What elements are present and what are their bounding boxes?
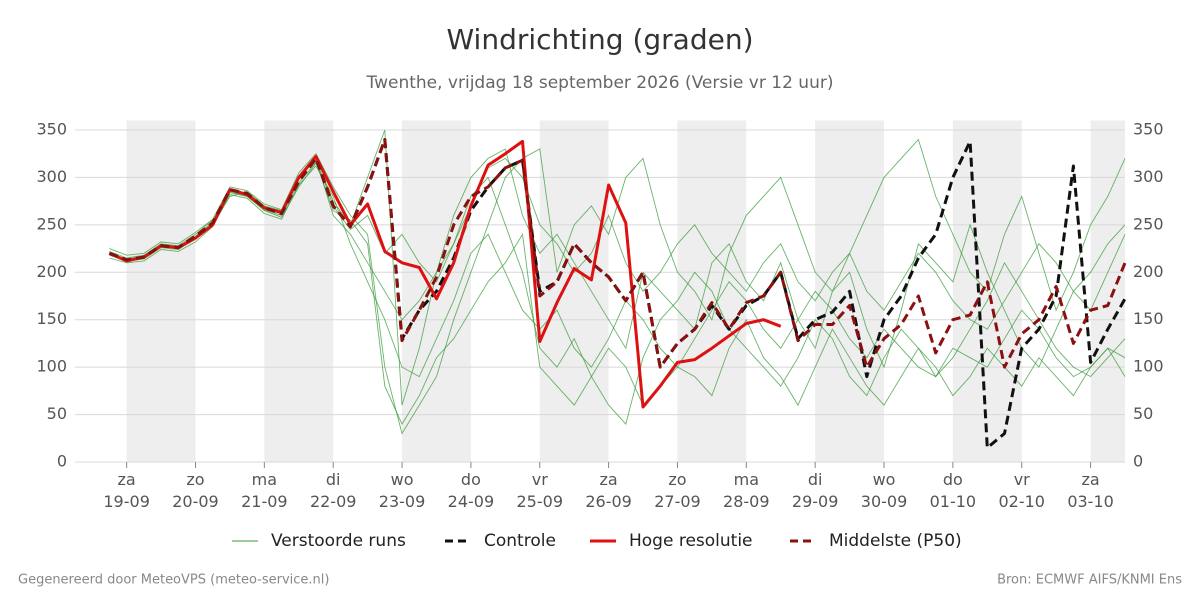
y-tick-label: 100	[36, 357, 67, 376]
ensemble-line	[109, 161, 1126, 426]
y-tick-label: 250	[36, 214, 67, 233]
y2-tick-label: 200	[1133, 262, 1164, 281]
day-band	[126, 120, 196, 462]
x-tick-label: zo 27-09	[654, 470, 701, 511]
x-tick-label: wo 30-09	[861, 470, 908, 511]
y-tick-label: 350	[36, 119, 67, 138]
y2-tick-label: 350	[1133, 119, 1164, 138]
ensemble-line	[109, 129, 1126, 406]
legend-label: Controle	[484, 531, 556, 551]
legend-label: Hoge resolutie	[629, 531, 753, 551]
x-tick-label: zo 20-09	[172, 470, 219, 511]
x-tick-label: di 29-09	[792, 470, 839, 511]
legend-label: Middelste (P50)	[829, 531, 962, 551]
y2-tick-label: 150	[1133, 309, 1164, 328]
chart-title: Windrichting (graden)	[446, 23, 753, 56]
y2-tick-label: 50	[1133, 404, 1153, 423]
x-tick-label: di 22-09	[310, 470, 357, 511]
y2-tick-label: 0	[1133, 452, 1143, 471]
day-band	[539, 120, 609, 462]
x-tick-label: ma 28-09	[723, 470, 770, 511]
ensemble-line	[109, 159, 1126, 426]
x-tick-label: vr 25-09	[517, 470, 564, 511]
y-tick-label: 150	[36, 309, 67, 328]
y2-tick-label: 250	[1133, 214, 1164, 233]
x-tick-label: za 19-09	[103, 470, 150, 511]
y2-tick-label: 300	[1133, 167, 1164, 186]
ensemble-line	[109, 165, 1126, 378]
y-tick-label: 300	[36, 167, 67, 186]
y-tick-label: 0	[57, 452, 67, 471]
footer-right: Bron: ECMWF AIFS/KNMI Ens	[997, 573, 1182, 588]
x-tick-label: ma 21-09	[241, 470, 288, 511]
y-tick-label: 50	[47, 404, 67, 423]
day-band	[1090, 120, 1125, 462]
chart-subtitle: Twenthe, vrijdag 18 september 2026 (Vers…	[366, 73, 834, 93]
footer-left: Gegenereerd door MeteoVPS (meteo-service…	[18, 573, 329, 588]
y-tick-label: 200	[36, 262, 67, 281]
series-line	[108, 138, 1127, 369]
x-tick-label: za 26-09	[585, 470, 632, 511]
x-tick-label: do 01-10	[930, 470, 977, 511]
x-tick-label: do 24-09	[448, 470, 495, 511]
legend-label: Verstoorde runs	[271, 531, 406, 551]
y2-tick-label: 100	[1133, 357, 1164, 376]
x-tick-label: za 03-10	[1067, 470, 1114, 511]
x-tick-label: wo 23-09	[379, 470, 426, 511]
x-tick-label: vr 02-10	[998, 470, 1045, 511]
